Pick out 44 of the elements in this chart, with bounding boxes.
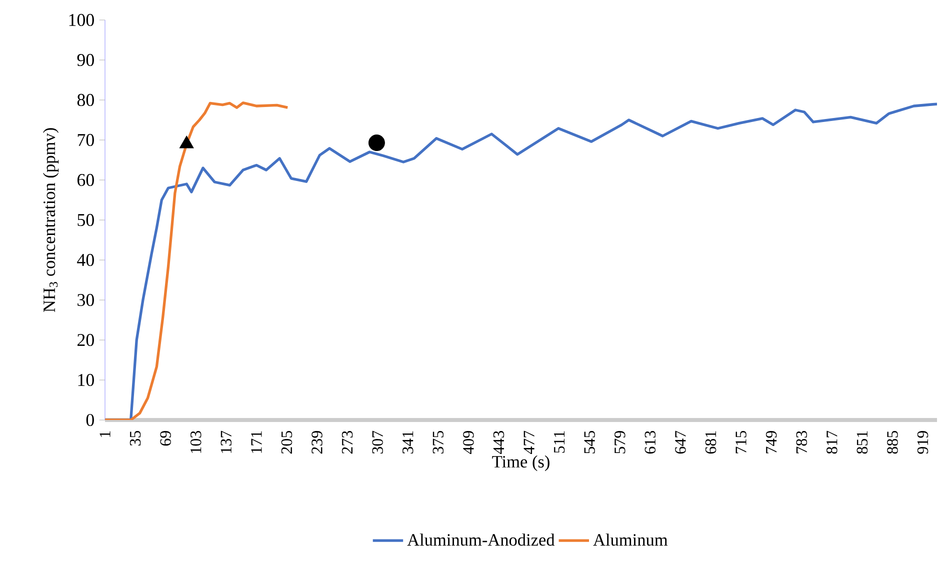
x-tick-label: 783 <box>796 430 807 454</box>
x-tick-label: 69 <box>160 431 171 446</box>
x-tick-label: 511 <box>554 431 565 453</box>
x-tick-label: 103 <box>190 430 202 453</box>
x-tick-label: 851 <box>856 431 868 454</box>
x-tick-label: 273 <box>342 430 353 454</box>
y-tick-label: 40 <box>77 254 94 266</box>
y-tick-label: 60 <box>77 174 94 186</box>
x-tick-label: 885 <box>887 430 898 454</box>
x-tick-label: 681 <box>705 431 716 454</box>
y-tick-label: 80 <box>77 94 94 106</box>
x-tick-label: 443 <box>493 430 504 454</box>
legend-label: Aluminum-Anodized <box>407 534 555 546</box>
x-tick-label: 307 <box>372 430 383 454</box>
y-tick-label: 70 <box>78 134 94 146</box>
x-axis-title: Time (s) <box>492 455 550 472</box>
x-tick-label: 375 <box>432 430 444 454</box>
x-tick-label: 137 <box>220 430 232 453</box>
y-tick-label: 100 <box>69 14 94 26</box>
x-tick-label: 715 <box>736 430 746 454</box>
y-tick-label: 30 <box>78 294 94 306</box>
x-tick-label: 579 <box>614 431 626 454</box>
line-series <box>105 101 289 420</box>
x-tick-label: 341 <box>402 431 414 454</box>
y-tick-label: 20 <box>77 334 94 346</box>
x-tick-label: 171 <box>251 431 262 453</box>
x-tick-label: 35 <box>130 430 141 446</box>
x-tick-label: 919 <box>917 431 928 454</box>
x-tick-label: 1 <box>100 431 110 437</box>
y-tick-label: 0 <box>86 414 94 426</box>
x-tick-label: 409 <box>463 431 474 454</box>
y-tick-label: 90 <box>77 54 94 66</box>
x-tick-label: 205 <box>281 430 292 454</box>
y-tick-label: 50 <box>78 214 94 226</box>
x-tick-label: 613 <box>644 430 656 454</box>
x-tick-label: 749 <box>766 431 777 454</box>
legend-label: Aluminum <box>593 534 668 546</box>
x-tick-label: 239 <box>312 431 322 454</box>
y-tick-label: 10 <box>78 374 94 386</box>
x-tick-label: 817 <box>826 430 838 454</box>
x-tick-label: 477 <box>524 430 534 454</box>
x-tick-label: 647 <box>675 430 686 454</box>
y-axis-title: NH$_{3}$ concentration (ppmv) <box>42 128 59 312</box>
x-tick-label: 545 <box>584 430 595 454</box>
